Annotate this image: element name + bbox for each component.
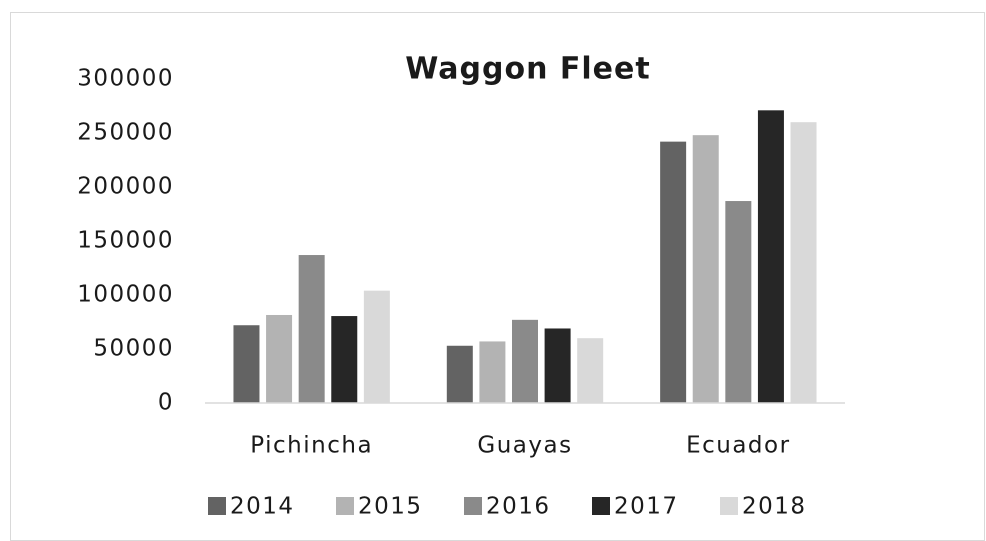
- legend-swatch: [464, 497, 482, 515]
- legend-label: 2016: [486, 494, 551, 520]
- bar: [512, 319, 538, 403]
- bar: [298, 255, 325, 403]
- legend-swatch: [208, 497, 226, 515]
- x-tick-label: Ecuador: [686, 433, 790, 459]
- bar: [266, 314, 293, 403]
- y-tick-label: 0: [158, 390, 174, 416]
- bar: [725, 201, 752, 403]
- y-tick-label: 250000: [77, 120, 174, 146]
- chart-title: Waggon Fleet: [405, 52, 650, 87]
- y-tick-label: 100000: [77, 282, 174, 308]
- legend-label: 2018: [742, 494, 807, 520]
- x-tick-label: Pichincha: [250, 433, 373, 459]
- legend-swatch: [592, 497, 610, 515]
- bar: [446, 345, 473, 403]
- bar: [479, 341, 506, 403]
- chart-border: [10, 12, 985, 541]
- legend-label: 2017: [614, 494, 679, 520]
- bar: [692, 135, 719, 403]
- bar: [544, 328, 571, 403]
- y-tick-label: 150000: [77, 228, 174, 254]
- legend-label: 2014: [230, 494, 295, 520]
- bar: [790, 122, 817, 403]
- bar: [757, 110, 784, 403]
- legend-swatch: [720, 497, 738, 515]
- bar: [363, 290, 390, 403]
- legend-label: 2015: [358, 494, 423, 520]
- x-tick-label: Guayas: [477, 433, 572, 459]
- legend-swatch: [336, 497, 354, 515]
- bar: [331, 316, 358, 403]
- bar: [233, 325, 260, 403]
- y-tick-label: 50000: [93, 336, 174, 362]
- y-tick-label: 200000: [77, 174, 174, 200]
- bar: [577, 338, 604, 403]
- y-tick-label: 300000: [77, 66, 174, 92]
- bar: [660, 141, 687, 403]
